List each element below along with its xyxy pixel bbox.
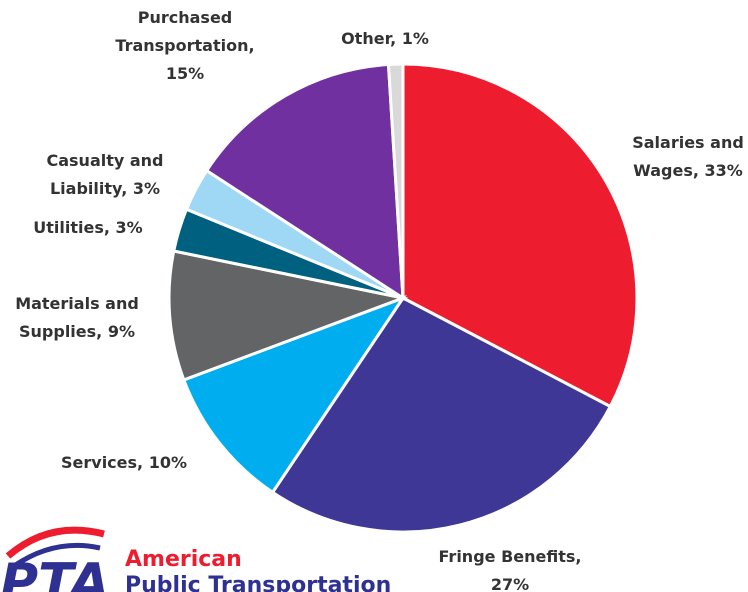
pie-slice	[181, 294, 407, 495]
pie-slice	[386, 62, 405, 299]
data-label-line: Utilities, 3%	[33, 218, 142, 237]
logo-text: Public Transportation	[125, 573, 391, 592]
data-label: Materials and Supplies, 9%	[15, 294, 139, 341]
pie-slice	[401, 62, 639, 409]
data-label: Casualty and Liability, 3%	[46, 151, 163, 198]
data-label-line: Wages, 33%	[633, 161, 743, 180]
data-label-line: Salaries and	[632, 133, 744, 152]
data-label: Salaries and Wages, 33%	[632, 133, 744, 180]
logo-text: American	[125, 547, 242, 572]
data-label-line: Materials and	[15, 294, 139, 313]
logo-arc	[5, 526, 105, 559]
data-label-line: Purchased	[138, 8, 233, 27]
logo-arc	[12, 542, 101, 569]
data-label: Other, 1%	[341, 29, 429, 48]
data-label-line: Supplies, 9%	[19, 322, 135, 341]
logo: PTA American Public Transportation	[0, 526, 391, 592]
data-label-line: Other, 1%	[341, 29, 429, 48]
data-label-line: Liability, 3%	[50, 179, 160, 198]
pie-slice	[204, 62, 405, 301]
data-label: Purchased Transportation, 15%	[115, 8, 254, 83]
data-label-line: Transportation,	[115, 36, 254, 55]
data-label: Utilities, 3%	[33, 218, 142, 237]
data-label: Services, 10%	[61, 453, 187, 472]
data-label-line: 15%	[166, 64, 204, 83]
pie-slice	[270, 296, 613, 534]
data-label-line: Fringe Benefits,	[439, 547, 582, 566]
data-label-line: Casualty and	[46, 151, 163, 170]
data-label: Fringe Benefits, 27%	[439, 547, 582, 592]
pie-slice	[167, 249, 409, 382]
logo-mark: PTA	[0, 553, 110, 592]
data-label-line: Services, 10%	[61, 453, 187, 472]
data-label-line: 27%	[491, 575, 529, 592]
